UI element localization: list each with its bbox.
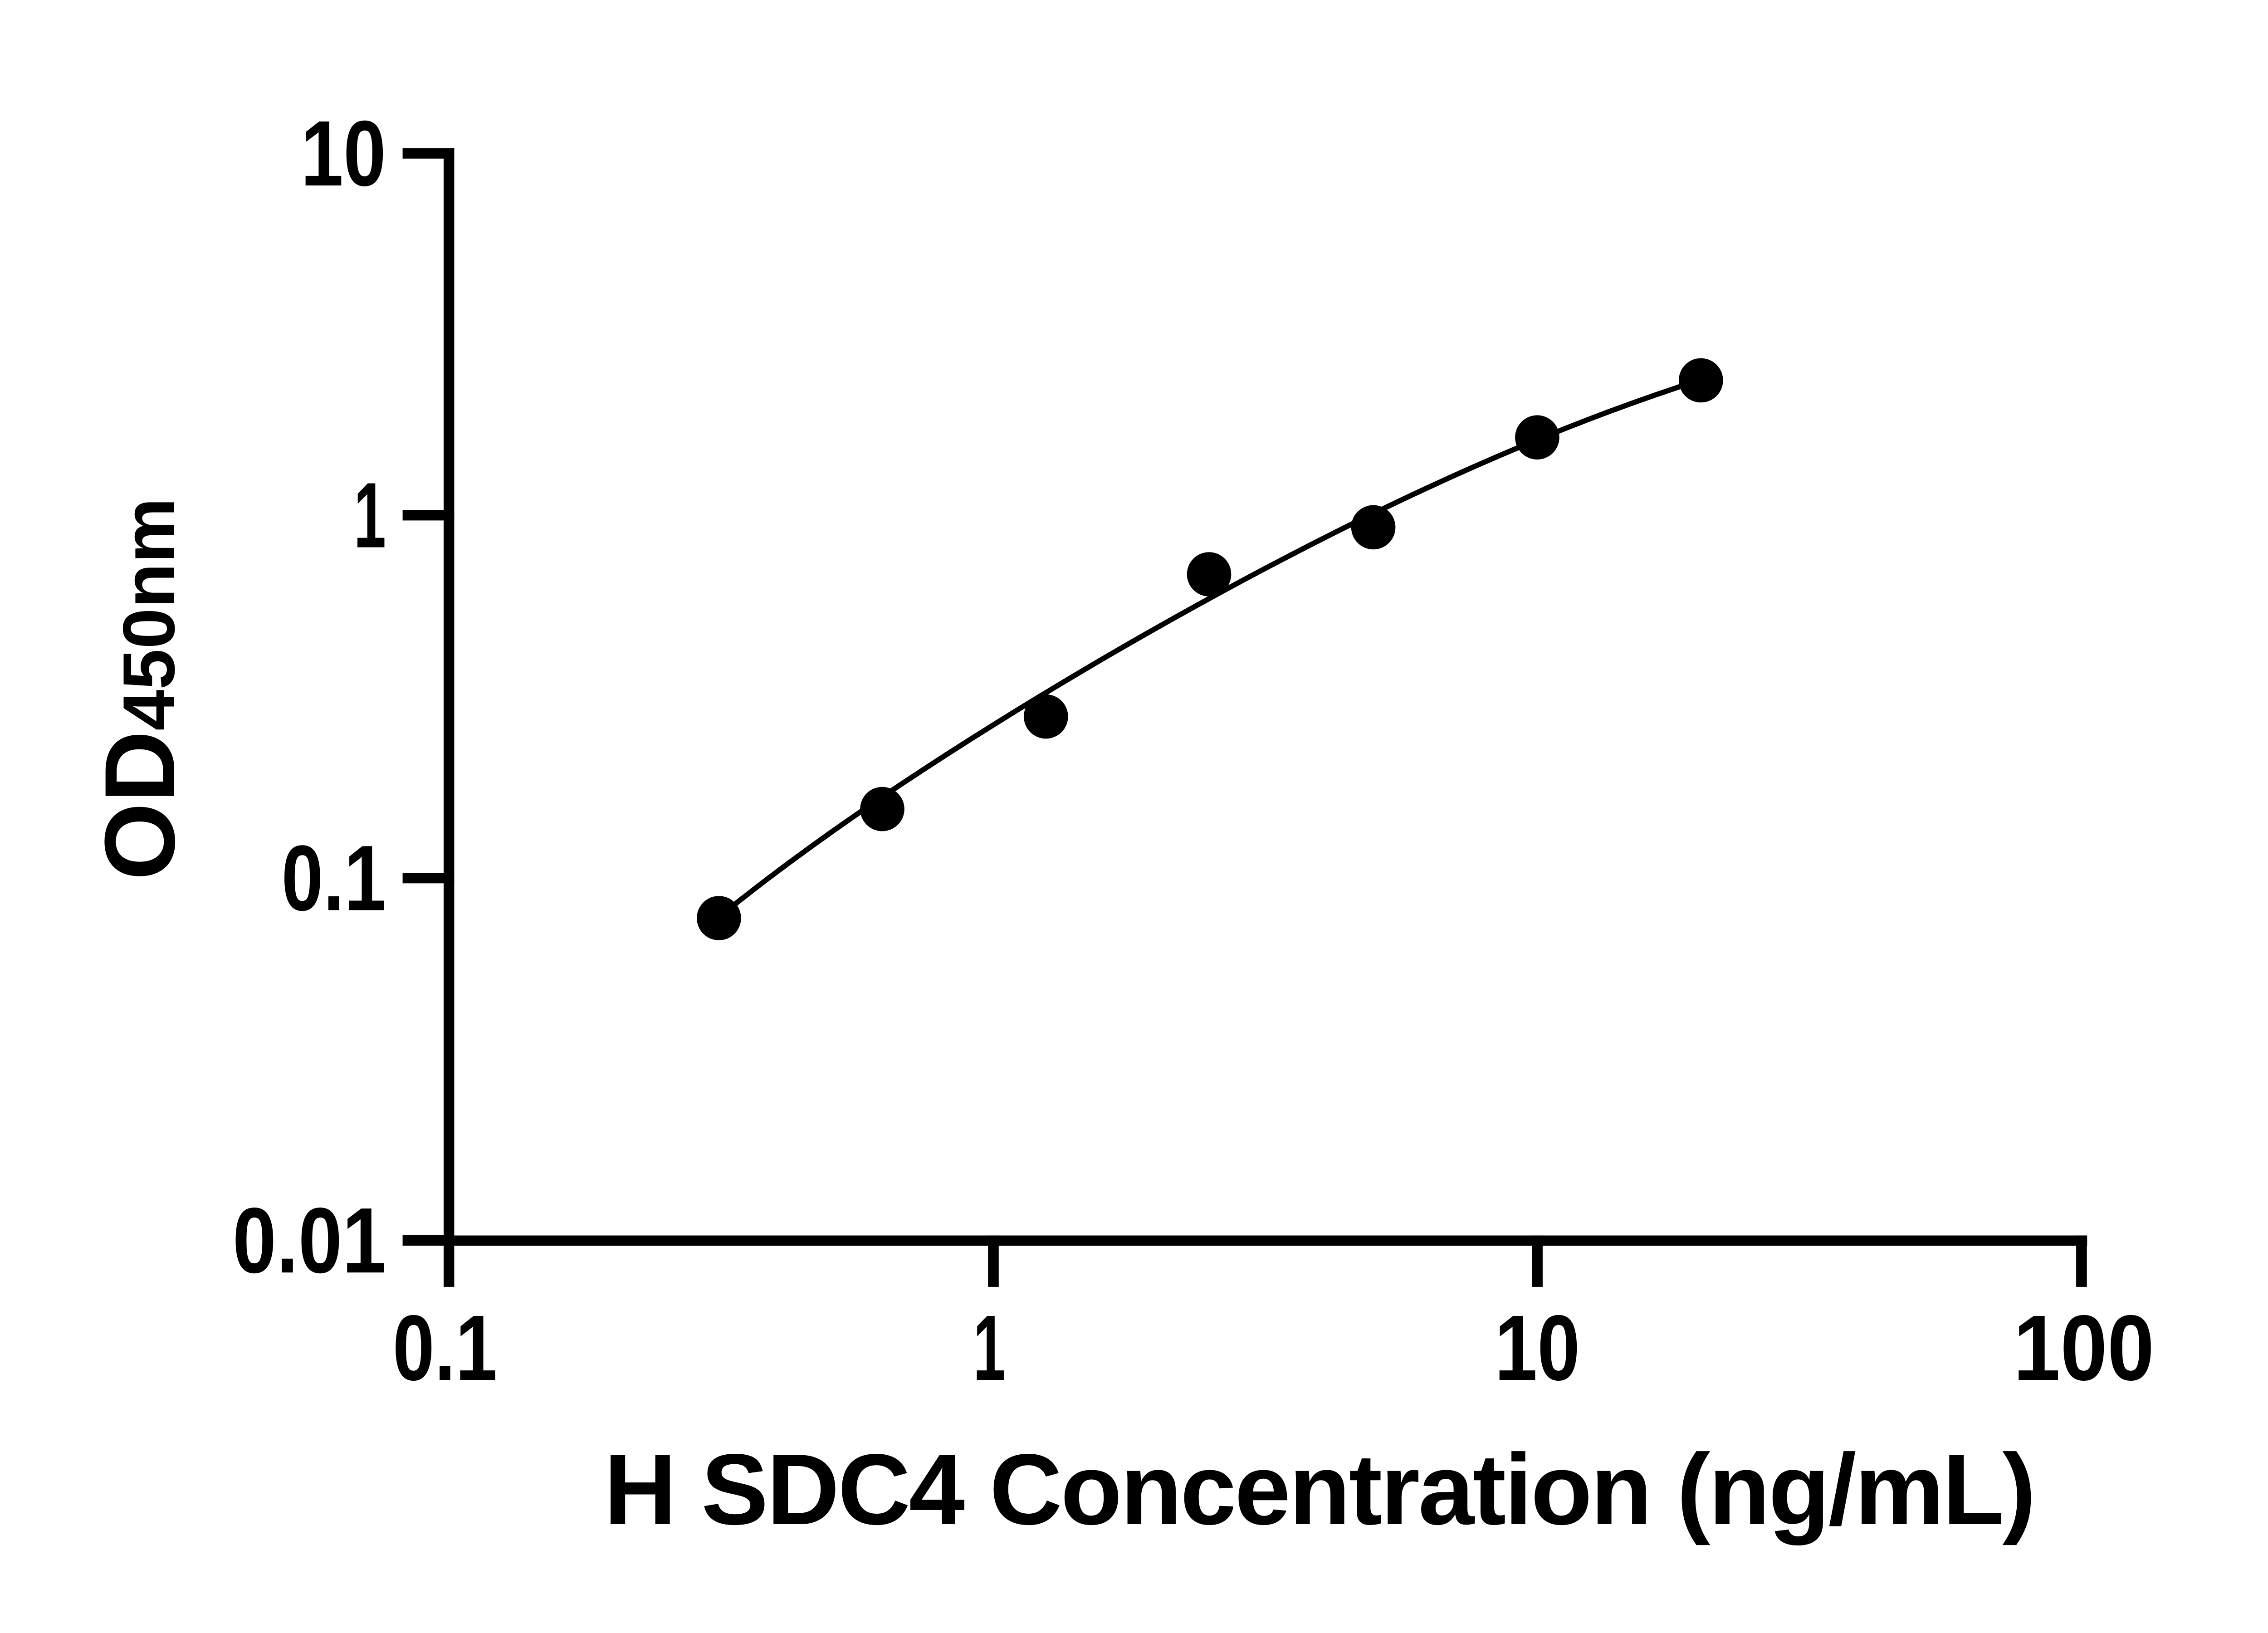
svg-text:1: 1 [973,1296,1006,1400]
svg-text:0.01: 0.01 [233,1188,386,1292]
svg-text:0.1: 0.1 [393,1296,498,1400]
svg-text:0.1: 0.1 [282,826,386,930]
svg-text:10: 10 [1495,1296,1580,1400]
svg-text:H SDC4 Concentration (ng/mL): H SDC4 Concentration (ng/mL) [604,1433,2036,1546]
svg-text:100: 100 [2014,1296,2155,1400]
svg-text:1: 1 [354,464,386,567]
svg-text:10: 10 [301,102,386,205]
